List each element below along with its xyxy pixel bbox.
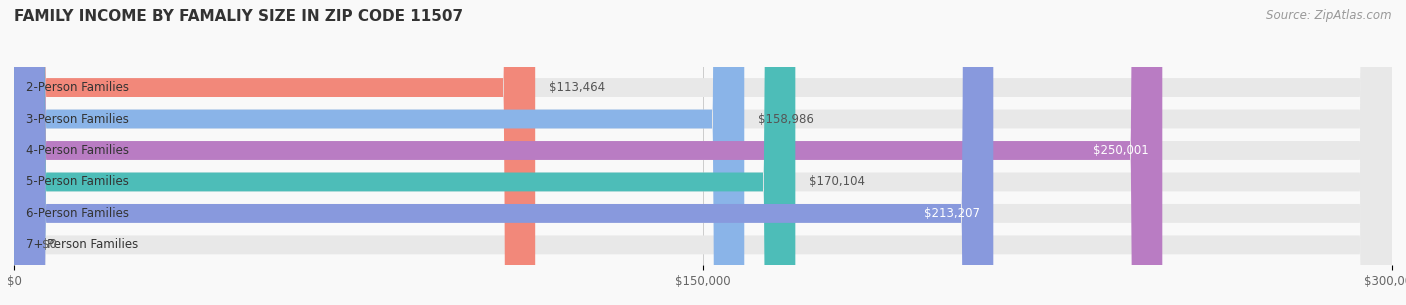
Text: $0: $0 — [42, 239, 56, 251]
FancyBboxPatch shape — [14, 0, 796, 305]
FancyBboxPatch shape — [14, 0, 1163, 305]
Text: 3-Person Families: 3-Person Families — [25, 113, 128, 126]
FancyBboxPatch shape — [14, 0, 1392, 305]
Text: FAMILY INCOME BY FAMALIY SIZE IN ZIP CODE 11507: FAMILY INCOME BY FAMALIY SIZE IN ZIP COD… — [14, 9, 463, 24]
Text: $158,986: $158,986 — [758, 113, 814, 126]
Text: 7+ Person Families: 7+ Person Families — [25, 239, 138, 251]
FancyBboxPatch shape — [14, 0, 536, 305]
Text: 4-Person Families: 4-Person Families — [25, 144, 128, 157]
FancyBboxPatch shape — [14, 0, 1392, 305]
Text: $170,104: $170,104 — [808, 175, 865, 188]
FancyBboxPatch shape — [14, 0, 1392, 305]
FancyBboxPatch shape — [14, 0, 1392, 305]
Text: 5-Person Families: 5-Person Families — [25, 175, 128, 188]
FancyBboxPatch shape — [14, 0, 744, 305]
Text: Source: ZipAtlas.com: Source: ZipAtlas.com — [1267, 9, 1392, 22]
Text: $250,001: $250,001 — [1092, 144, 1149, 157]
Text: $213,207: $213,207 — [924, 207, 980, 220]
FancyBboxPatch shape — [14, 0, 993, 305]
Text: 2-Person Families: 2-Person Families — [25, 81, 128, 94]
FancyBboxPatch shape — [14, 0, 1392, 305]
Text: 6-Person Families: 6-Person Families — [25, 207, 128, 220]
Text: $113,464: $113,464 — [548, 81, 605, 94]
FancyBboxPatch shape — [14, 0, 1392, 305]
